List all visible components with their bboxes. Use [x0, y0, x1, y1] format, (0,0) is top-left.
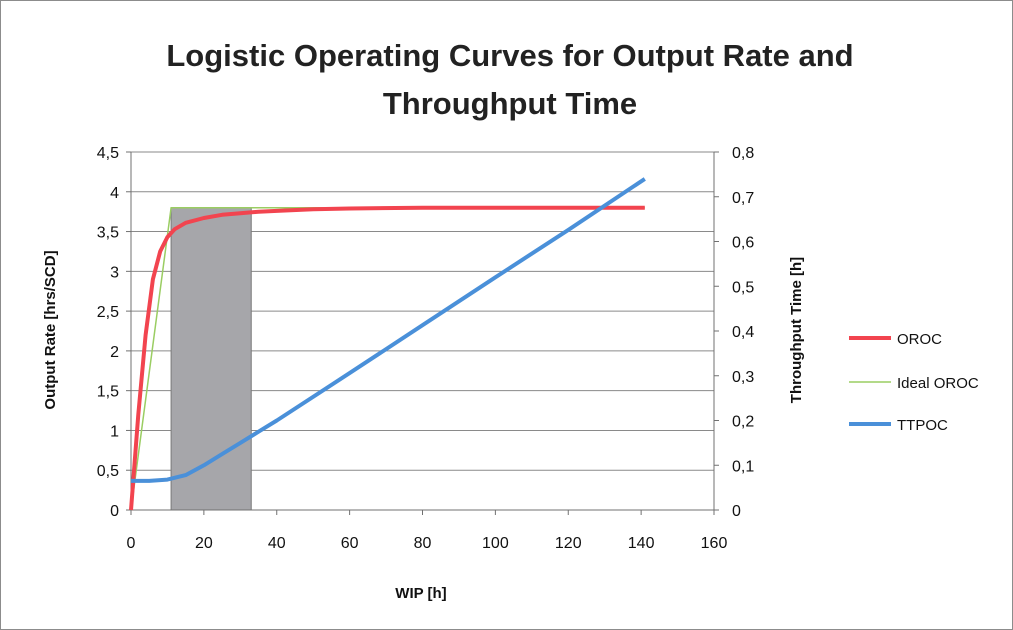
axes: [126, 151, 719, 515]
y2-tick-label: 0,8: [732, 145, 754, 162]
x-tick-label: 160: [701, 535, 728, 552]
y-tick-label: 3: [110, 264, 119, 281]
x-tick-label: 0: [127, 535, 136, 552]
y-tick-label: 2,5: [97, 304, 119, 321]
legend-label-0: OROC: [897, 331, 942, 348]
legend: OROC Ideal OROC TTPOC: [849, 331, 979, 434]
y-tick-label: 4,5: [97, 145, 119, 162]
y2-axis-title: Throughput Time [h]: [788, 257, 805, 403]
y2-tick-label: 0,5: [732, 279, 754, 296]
x-tick-label: 80: [414, 535, 432, 552]
y-tick-label: 2: [110, 344, 119, 361]
series-line-2: [131, 177, 646, 483]
x-tick-label: 40: [268, 535, 286, 552]
shaded-rect: [170, 207, 252, 511]
y2-tick-label: 0,7: [732, 190, 754, 207]
legend-label-1: Ideal OROC: [897, 375, 979, 392]
y2-tick-label: 0: [732, 503, 741, 520]
series-lines: [129, 177, 646, 511]
tick-labels: 0 20 40 60 80 100 120 140 16000,511,522,533,544,…: [97, 145, 755, 552]
series-line-0: [129, 205, 645, 511]
y-tick-label: 1: [110, 423, 119, 440]
legend-label-2: TTPOC: [897, 417, 948, 434]
y-tick-label: 4: [110, 185, 119, 202]
x-tick-label: 120: [555, 535, 582, 552]
y-tick-label: 1,5: [97, 384, 119, 401]
y-tick-label: 3,5: [97, 225, 119, 242]
y2-tick-label: 0,2: [732, 414, 754, 431]
y2-tick-label: 0,3: [732, 369, 754, 386]
x-axis-title: WIP [h]: [395, 585, 446, 602]
y-tick-label: 0: [110, 503, 119, 520]
x-tick-label: 60: [341, 535, 359, 552]
chart-title-line-1: Logistic Operating Curves for Output Rat…: [166, 38, 853, 73]
chart-title-line-2: Throughput Time: [383, 86, 637, 121]
x-tick-label: 20: [195, 535, 213, 552]
y-axis-title: Output Rate [hrs/SCD]: [42, 250, 59, 409]
y2-tick-label: 0,1: [732, 458, 754, 475]
x-tick-label: 140: [628, 535, 655, 552]
y2-tick-label: 0,6: [732, 235, 754, 252]
x-tick-label: 100: [482, 535, 509, 552]
y-tick-label: 0,5: [97, 463, 119, 480]
shaded-region: [170, 207, 252, 511]
y2-tick-label: 0,4: [732, 324, 754, 341]
